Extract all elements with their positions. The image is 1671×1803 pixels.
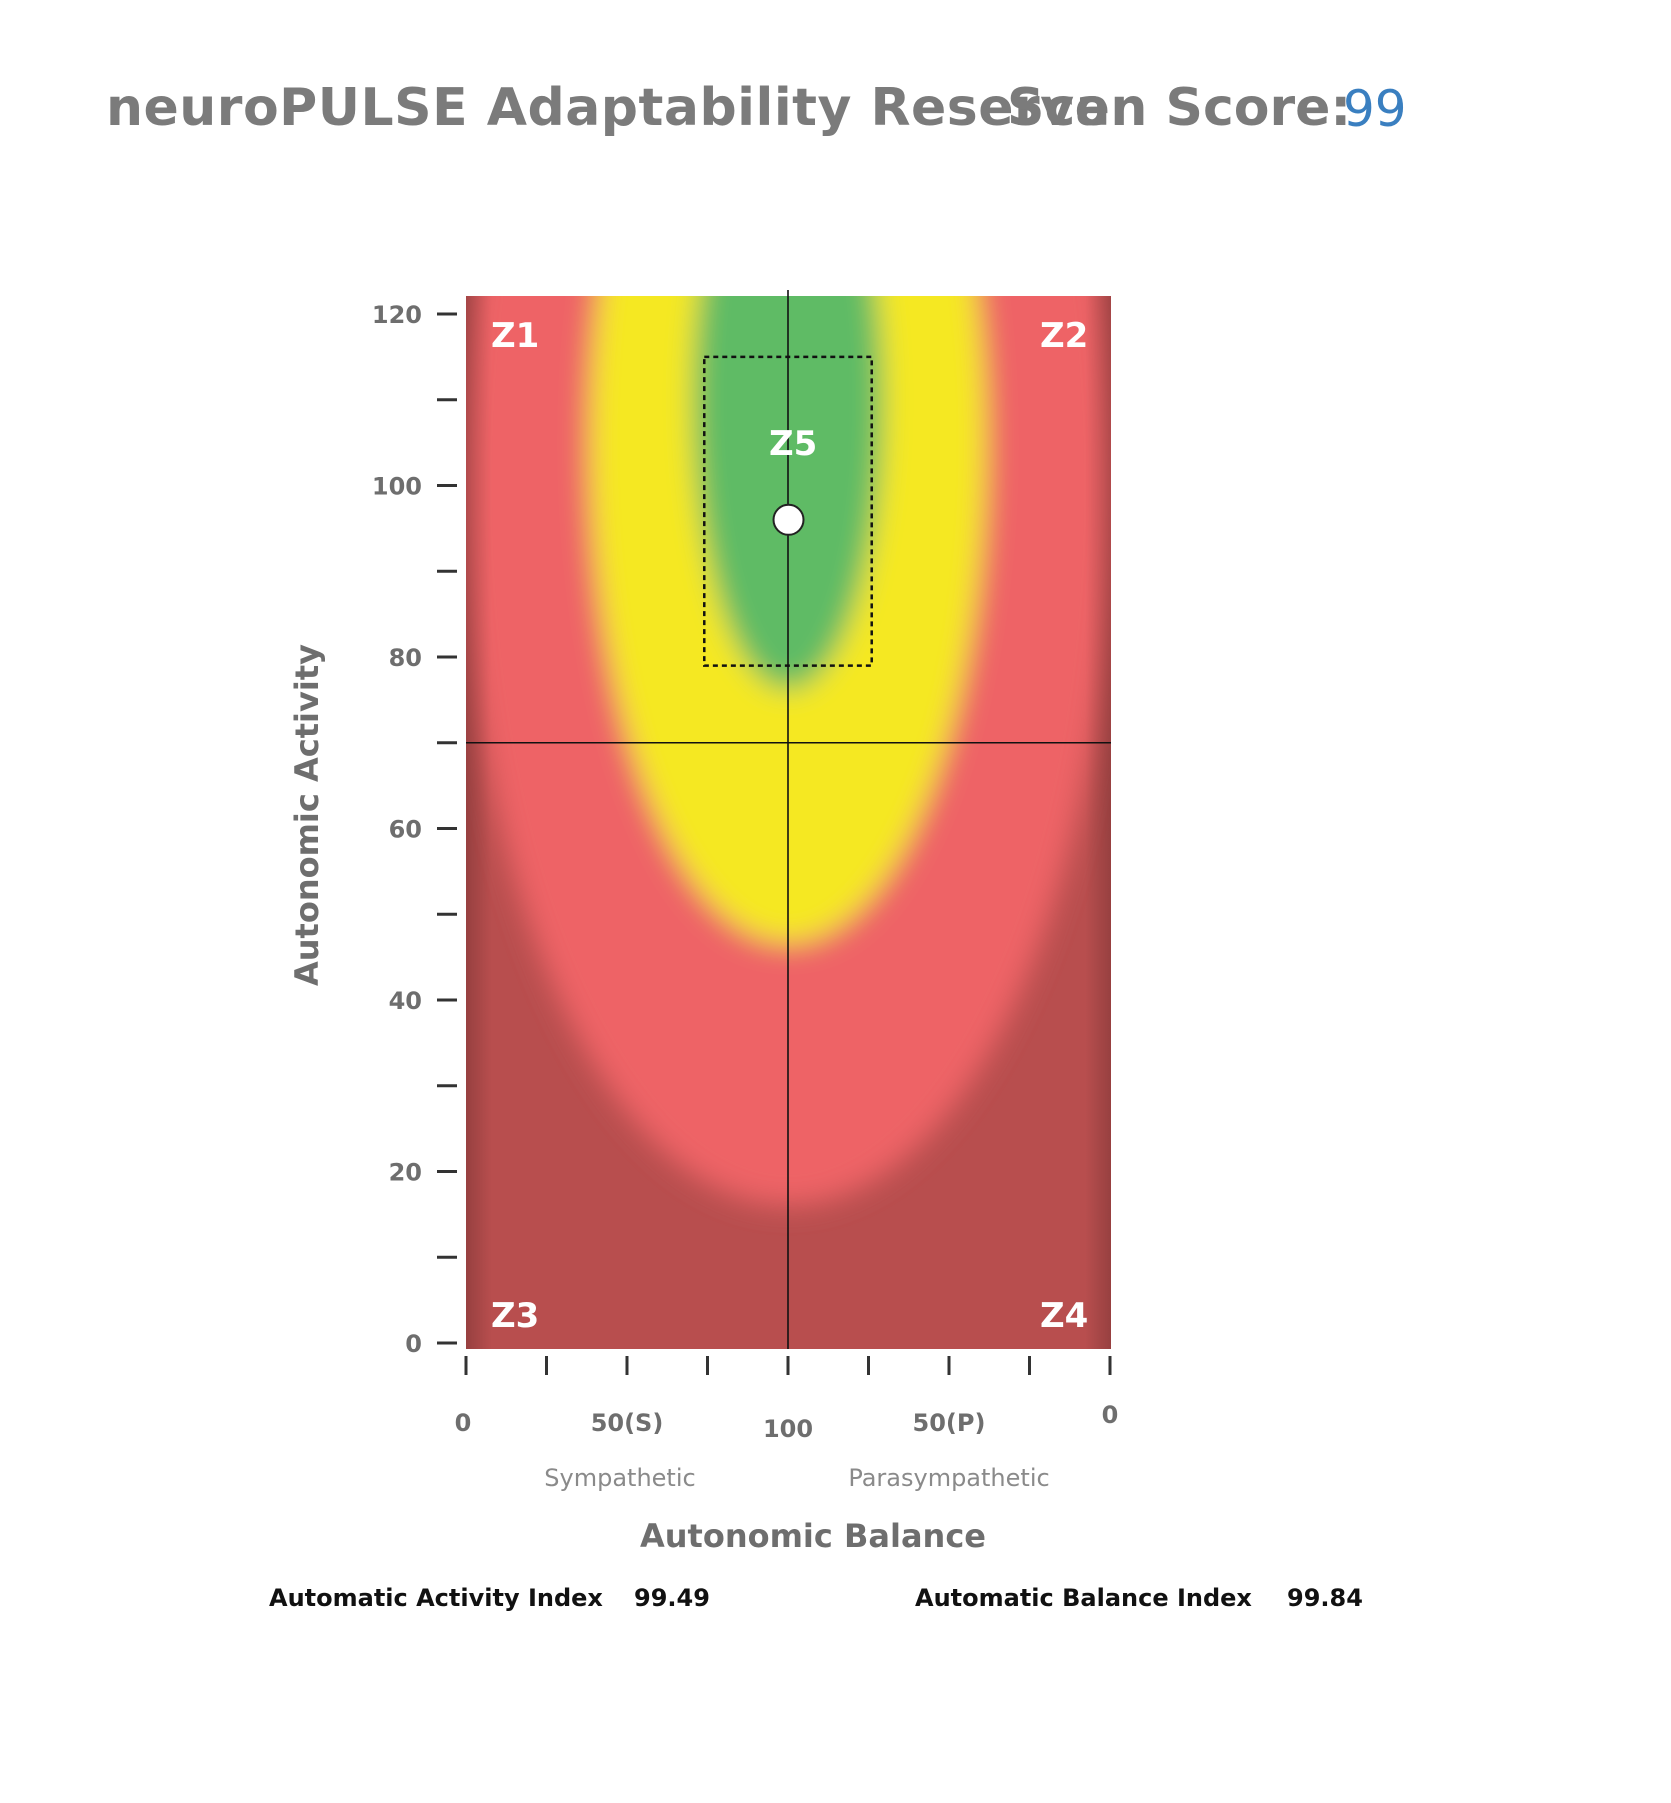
zone-label-z3: Z3 xyxy=(491,1296,539,1336)
y-tick-label: 80 xyxy=(389,644,422,672)
x-tick-label: 50(S) xyxy=(591,1409,664,1437)
y-tick-label: 0 xyxy=(405,1330,422,1358)
scan-score-value: 99 xyxy=(1343,80,1407,138)
x-tick-label: 100 xyxy=(763,1415,813,1443)
zone-label-z5: Z5 xyxy=(769,424,817,464)
sympathetic-label: Sympathetic xyxy=(544,1464,695,1492)
zone-label-z4: Z4 xyxy=(1040,1296,1088,1336)
scan-result-point xyxy=(772,503,805,536)
y-axis: 0 20 40 60 80 100 120 xyxy=(372,301,457,1358)
x-tick-label: 0 xyxy=(1102,1401,1119,1429)
balance-index-label: Automatic Balance Index xyxy=(915,1584,1252,1612)
target-zone-box xyxy=(703,355,873,667)
x-tick-label: 50(P) xyxy=(913,1409,986,1437)
x-tick-label: 0 xyxy=(455,1409,472,1437)
activity-index-value: 99.49 xyxy=(634,1584,710,1612)
y-tick-label: 100 xyxy=(372,473,422,501)
x-axis: 0 50(S) 100 50(P) 0 xyxy=(455,1356,1119,1443)
y-tick-label: 120 xyxy=(372,301,422,329)
scan-score-label: Scan Score: xyxy=(1007,78,1352,138)
balance-index-value: 99.84 xyxy=(1287,1584,1363,1612)
zone-label-z1: Z1 xyxy=(491,316,539,356)
y-tick-label: 20 xyxy=(389,1159,422,1187)
zone-label-z2: Z2 xyxy=(1040,316,1088,356)
y-tick-label: 40 xyxy=(389,987,422,1015)
y-axis-title: Autonomic Activity xyxy=(288,644,326,986)
parasympathetic-label: Parasympathetic xyxy=(848,1464,1049,1492)
chart-overlays xyxy=(466,290,1111,1349)
y-tick-label: 60 xyxy=(389,816,422,844)
x-axis-title: Autonomic Balance xyxy=(640,1517,986,1555)
page-title: neuroPULSE Adaptability Reserve xyxy=(106,78,1111,138)
activity-index-label: Automatic Activity Index xyxy=(269,1584,603,1612)
